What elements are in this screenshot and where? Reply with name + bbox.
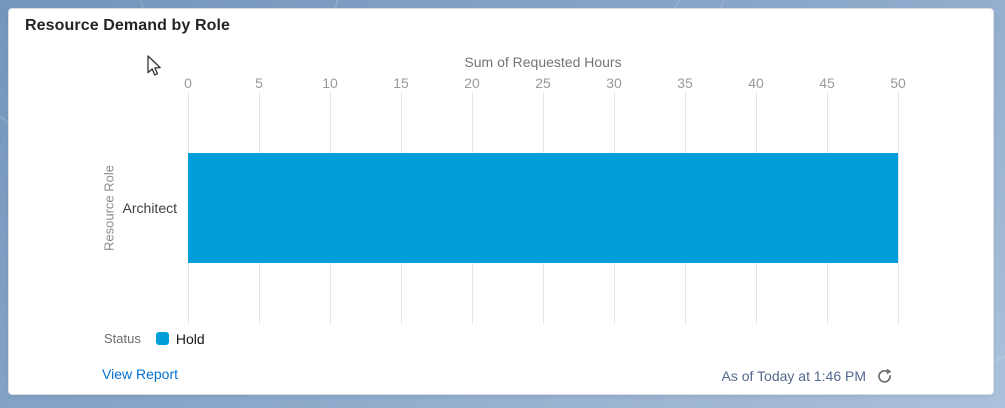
x-tick-label-50: 50: [890, 75, 906, 91]
view-report-link[interactable]: View Report: [102, 366, 179, 382]
x-axis-title: Sum of Requested Hours: [464, 54, 622, 70]
x-tick-label-20: 20: [464, 75, 480, 91]
x-tick-label-25: 25: [535, 75, 551, 91]
gridline-50: [897, 92, 899, 324]
x-tick-label-45: 45: [819, 75, 835, 91]
widget-title: Resource Demand by Role: [25, 17, 231, 34]
x-tick-label-0: 0: [184, 75, 192, 91]
bar-architect-hold[interactable]: [188, 153, 898, 263]
refresh-icon[interactable]: [876, 367, 893, 384]
x-tick-label-5: 5: [255, 75, 263, 91]
y-axis-title: Resource Role: [101, 165, 117, 251]
y-category-label-architect: Architect: [122, 200, 177, 216]
as-of-timestamp: As of Today at 1:46 PM: [721, 367, 867, 384]
legend-item-hold[interactable]: Hold: [175, 330, 205, 347]
x-tick-label-15: 15: [393, 75, 409, 91]
bar-chart: Sum of Requested Hours 0 5 10 15 20 25 30 35 40 4…: [9, 9, 993, 394]
chart-legend: Status Hold: [104, 330, 205, 347]
x-tick-label-30: 30: [606, 75, 622, 91]
x-tick-label-35: 35: [677, 75, 693, 91]
dashboard-widget-card: Resource Demand by Role Sum of Requested…: [8, 8, 994, 395]
legend-swatch-hold: [155, 332, 169, 345]
x-tick-label-10: 10: [322, 75, 338, 91]
legend-title: Status: [104, 331, 141, 346]
last-refreshed: As of Today at 1:46 PM: [722, 367, 894, 384]
x-tick-label-40: 40: [748, 75, 764, 91]
